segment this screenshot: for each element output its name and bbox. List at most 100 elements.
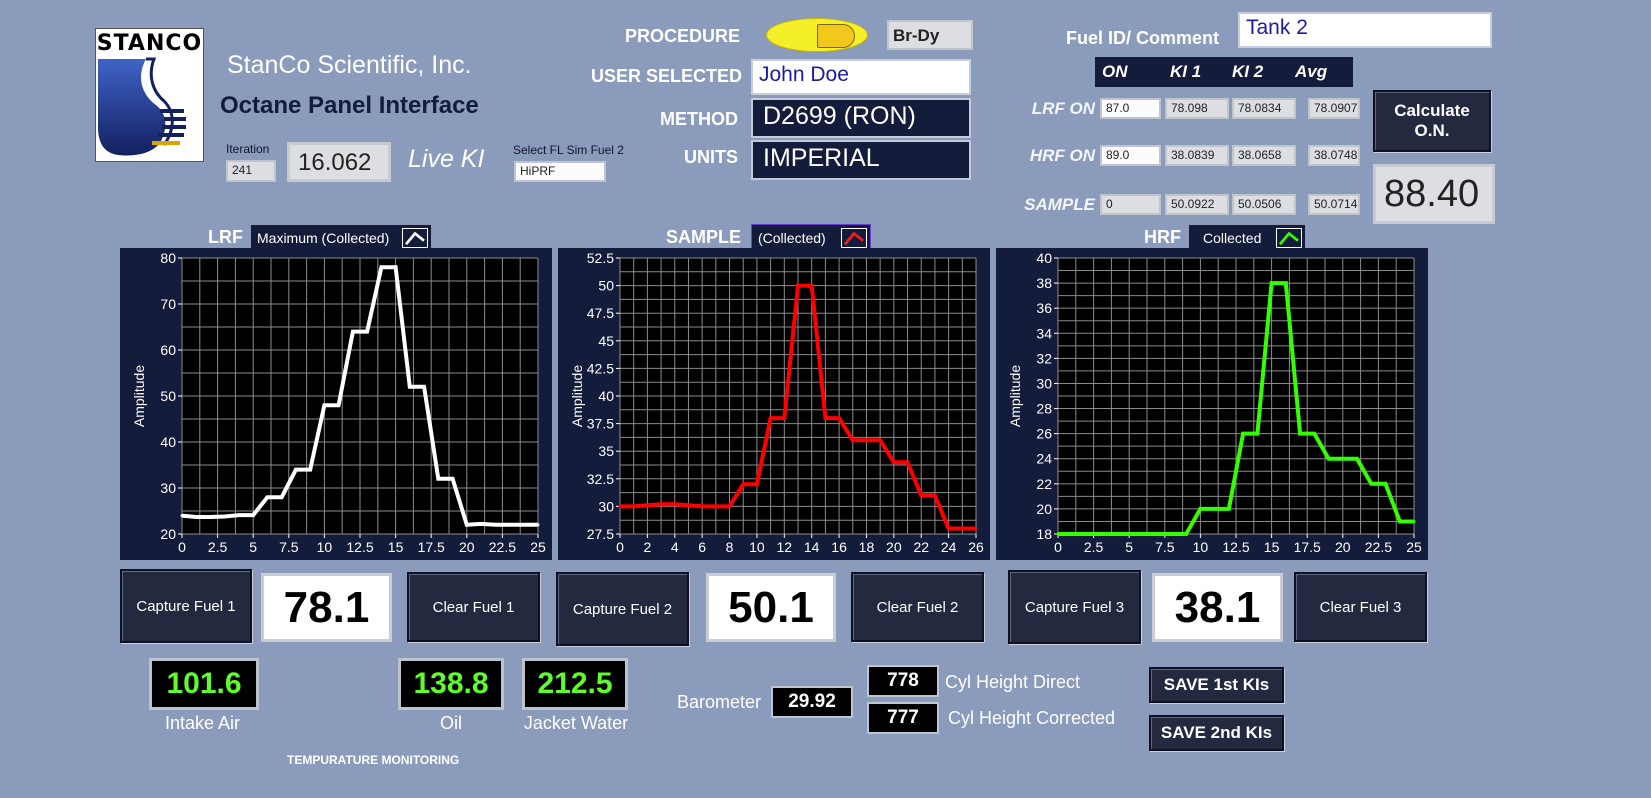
sample-data-point: [919, 493, 923, 497]
sim-fuel-select[interactable]: HiPRF: [514, 161, 606, 182]
sample-data-point: [851, 438, 855, 442]
capture-fuel-2-button[interactable]: Capture Fuel 2: [556, 572, 689, 646]
procedure-toggle[interactable]: [766, 18, 868, 52]
lrf-data-point: [223, 515, 227, 519]
sample-y-tick-label: 37.5: [587, 416, 614, 432]
toggle-knob-icon: [817, 24, 855, 48]
sample-data-point: [769, 416, 773, 420]
sample-y-axis-label: Amplitude: [569, 365, 585, 427]
sample-x-tick-label: 2: [643, 539, 651, 555]
lrf-on-value[interactable]: 87.0: [1100, 98, 1161, 119]
procedure-value: Br-Dy: [887, 20, 973, 50]
sample-plot-mode-label: (Collected): [758, 230, 826, 246]
sample-data-point: [974, 526, 978, 530]
lrf-x-tick-label: 2.5: [208, 539, 228, 555]
sample-x-tick-label: 18: [859, 539, 875, 555]
hrf-y-tick-label: 26: [1036, 426, 1052, 442]
hrf-ki2-value: 38.0658: [1232, 145, 1296, 166]
lrf-data-point: [322, 403, 326, 407]
comment-field[interactable]: Tank 2: [1238, 12, 1492, 48]
lrf-x-tick-label: 25: [530, 539, 546, 555]
barometer-value: 29.92: [771, 686, 853, 718]
sample-x-tick-label: 20: [886, 539, 902, 555]
sample-y-tick-label: 42.5: [587, 360, 614, 376]
hrf-ki1-value: 38.0839: [1165, 145, 1229, 166]
sample-data-point: [673, 502, 677, 506]
hrf-chart: 0 2.5 5 7.5 10 12.5 15 17.5 20 22.5 25 18 20 22 24 26 28…: [1007, 250, 1422, 555]
lrf-chart: 0 2.5 5 7.5 10 12.5 15 17.5 20 22.5 25 20 30 40 50 60 70…: [131, 250, 546, 555]
sample-data-point: [878, 438, 882, 442]
hrf-y-tick-label: 30: [1036, 375, 1052, 391]
hrf-y-tick-label: 40: [1036, 250, 1052, 266]
hrf-data-point: [1198, 507, 1202, 511]
lrf-data-point: [465, 523, 469, 527]
hrf-x-tick-label: 22.5: [1365, 539, 1392, 555]
sample-data-point: [782, 416, 786, 420]
units-label: UNITS: [684, 147, 738, 167]
hrf-y-tick-label: 28: [1036, 401, 1052, 417]
hrf-data-point: [1284, 281, 1288, 285]
sample-data-point: [933, 493, 937, 497]
hrf-data-point: [1213, 507, 1217, 511]
capture-fuel-3-button[interactable]: Capture Fuel 3: [1008, 570, 1141, 644]
clear-fuel-3-button[interactable]: Clear Fuel 3: [1294, 572, 1427, 642]
sample-data-point: [960, 526, 964, 530]
lrf-y-tick-label: 30: [160, 480, 176, 496]
hrf-data-point: [1398, 519, 1402, 523]
iteration-label: Iteration: [226, 142, 270, 156]
cyl-height-corrected-label: Cyl Height Corrected: [948, 708, 1116, 728]
calculate-on-button[interactable]: Calculate O.N.: [1373, 90, 1491, 152]
save-2nd-kis-button[interactable]: SAVE 2nd KIs: [1149, 715, 1284, 751]
sample-y-tick-label: 47.5: [587, 305, 614, 321]
hrf-data-point: [1170, 532, 1174, 536]
sample-ki1-value: 50.0922: [1165, 194, 1229, 215]
hrf-y-tick-label: 18: [1036, 526, 1052, 542]
save-1st-kis-button[interactable]: SAVE 1st KIs: [1149, 667, 1284, 703]
lrf-x-tick-label: 12.5: [346, 539, 373, 555]
lrf-data-point: [194, 515, 198, 519]
capture-fuel-1-button[interactable]: Capture Fuel 1: [120, 569, 252, 643]
jacket-water-temp: 212.5: [522, 658, 628, 710]
sample-data-point: [947, 526, 951, 530]
octane-result: 88.40: [1373, 164, 1495, 224]
hrf-data-point: [1056, 532, 1060, 536]
lrf-data-point: [351, 330, 355, 334]
sample-y-tick-label: 30: [598, 498, 614, 514]
sample-on-value: 0: [1100, 194, 1161, 215]
lrf-data-point: [337, 403, 341, 407]
header-avg: Avg: [1295, 62, 1328, 81]
live-ki-label: Live KI: [408, 145, 485, 173]
hrf-data-point: [1355, 457, 1359, 461]
method-value: D2699 (RON): [751, 98, 971, 138]
hrf-x-tick-label: 20: [1335, 539, 1351, 555]
hrf-data-point: [1341, 457, 1345, 461]
user-field[interactable]: John Doe: [751, 59, 971, 95]
header-ki2: KI 2: [1232, 62, 1264, 81]
comment-label: Fuel ID/ Comment: [1066, 28, 1220, 48]
lrf-x-tick-label: 7.5: [279, 539, 299, 555]
hrf-plot-mode[interactable]: Collected: [1188, 224, 1306, 252]
sample-data-point: [837, 416, 841, 420]
intake-air-temp: 101.6: [149, 658, 259, 710]
clear-fuel-1-button[interactable]: Clear Fuel 1: [407, 572, 540, 642]
sample-data-point: [728, 504, 732, 508]
clear-fuel-2-button[interactable]: Clear Fuel 2: [851, 572, 984, 642]
sample-data-point: [659, 502, 663, 506]
sample-plot-mode[interactable]: (Collected): [751, 224, 871, 252]
hrf-y-tick-label: 20: [1036, 501, 1052, 517]
hrf-x-tick-label: 5: [1125, 539, 1133, 555]
hrf-data-point: [1255, 432, 1259, 436]
sample-data-point: [864, 438, 868, 442]
lrf-series-line: [181, 265, 538, 527]
lrf-data-point: [294, 468, 298, 472]
sample-y-tick-label: 27.5: [587, 526, 614, 542]
lrf-x-tick-label: 22.5: [489, 539, 516, 555]
lrf-data-point: [493, 523, 497, 527]
sample-x-tick-label: 22: [913, 539, 929, 555]
sample-chart-title: SAMPLE: [666, 227, 742, 247]
lrf-data-point: [180, 514, 184, 518]
hrf-on-value[interactable]: 89.0: [1100, 145, 1161, 166]
hrf-data-point: [1369, 482, 1373, 486]
barometer-label: Barometer: [677, 692, 762, 712]
company-name: StanCo Scientific, Inc.: [227, 51, 472, 79]
